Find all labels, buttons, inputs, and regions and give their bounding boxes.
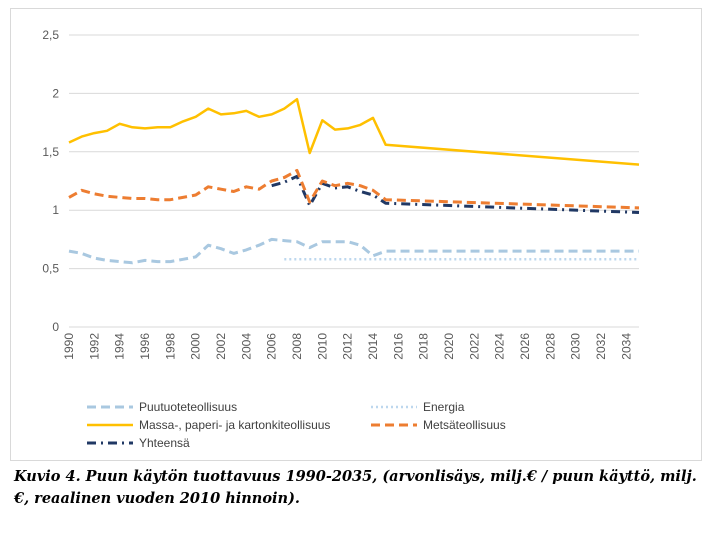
y-tick-label: 1,5 <box>42 145 59 159</box>
x-tick-label: 2022 <box>467 333 481 360</box>
x-tick-label: 2002 <box>214 333 228 360</box>
series-line-2 <box>68 97 640 166</box>
x-tick-label: 2014 <box>366 333 380 360</box>
x-tick-label: 1990 <box>62 333 76 360</box>
x-tick-label: 2030 <box>569 333 583 360</box>
legend-label: Puutuoteteollisuus <box>139 400 237 414</box>
x-tick-label: 2026 <box>518 333 532 360</box>
line-chart: 0 0,5 1 1,5 2 2,5 1990 1992 1994 1996 1998 2000 200… <box>42 28 640 450</box>
x-tick-label: 1996 <box>138 333 152 360</box>
x-tick-label: 1998 <box>163 333 177 360</box>
x-tick-label: 2028 <box>543 333 557 360</box>
figure-caption: Kuvio 4. Puun käytön tuottavuus 1990-203… <box>14 468 697 507</box>
y-tick-label: 1 <box>52 203 59 217</box>
x-tick-label: 2020 <box>442 333 456 360</box>
x-tick-label: 2032 <box>594 333 608 360</box>
x-tick-label: 2000 <box>189 333 203 360</box>
series-line-4 <box>271 174 640 214</box>
x-tick-label: 2016 <box>391 333 405 360</box>
x-tick-label: 2008 <box>290 333 304 360</box>
series-line-0 <box>68 237 639 265</box>
y-tick-label: 2,5 <box>42 28 59 42</box>
x-tick-label: 1994 <box>113 333 127 360</box>
series-layer <box>68 97 640 265</box>
legend-label: Yhteensä <box>139 436 190 450</box>
x-tick-label: 2012 <box>341 333 355 360</box>
x-tick-label: 2010 <box>315 333 329 360</box>
series-line-3 <box>68 169 640 210</box>
y-tick-label: 0 <box>52 320 59 334</box>
legend-label: Energia <box>423 400 465 414</box>
x-tick-label: 2018 <box>417 333 431 360</box>
y-axis-ticks: 0 0,5 1 1,5 2 2,5 <box>42 28 59 334</box>
grid-layer <box>69 34 639 328</box>
x-tick-label: 2004 <box>239 333 253 360</box>
chart-frame: 0 0,5 1 1,5 2 2,5 1990 1992 1994 1996 1998 2000 200… <box>10 8 702 461</box>
legend-label: Metsäteollisuus <box>423 418 506 432</box>
x-tick-label: 2034 <box>619 333 633 360</box>
y-tick-label: 2 <box>52 86 59 100</box>
legend-label: Massa-, paperi- ja kartonkiteollisuus <box>139 418 330 432</box>
y-tick-label: 0,5 <box>42 262 59 276</box>
legend: Puutuoteteollisuus Energia Massa-, paperi-… <box>87 400 506 450</box>
x-axis-ticks: 1990 1992 1994 1996 1998 2000 2002 2004 2006 2008… <box>62 333 633 360</box>
x-tick-label: 1992 <box>87 333 101 360</box>
x-tick-label: 2006 <box>265 333 279 360</box>
x-tick-label: 2024 <box>493 333 507 360</box>
